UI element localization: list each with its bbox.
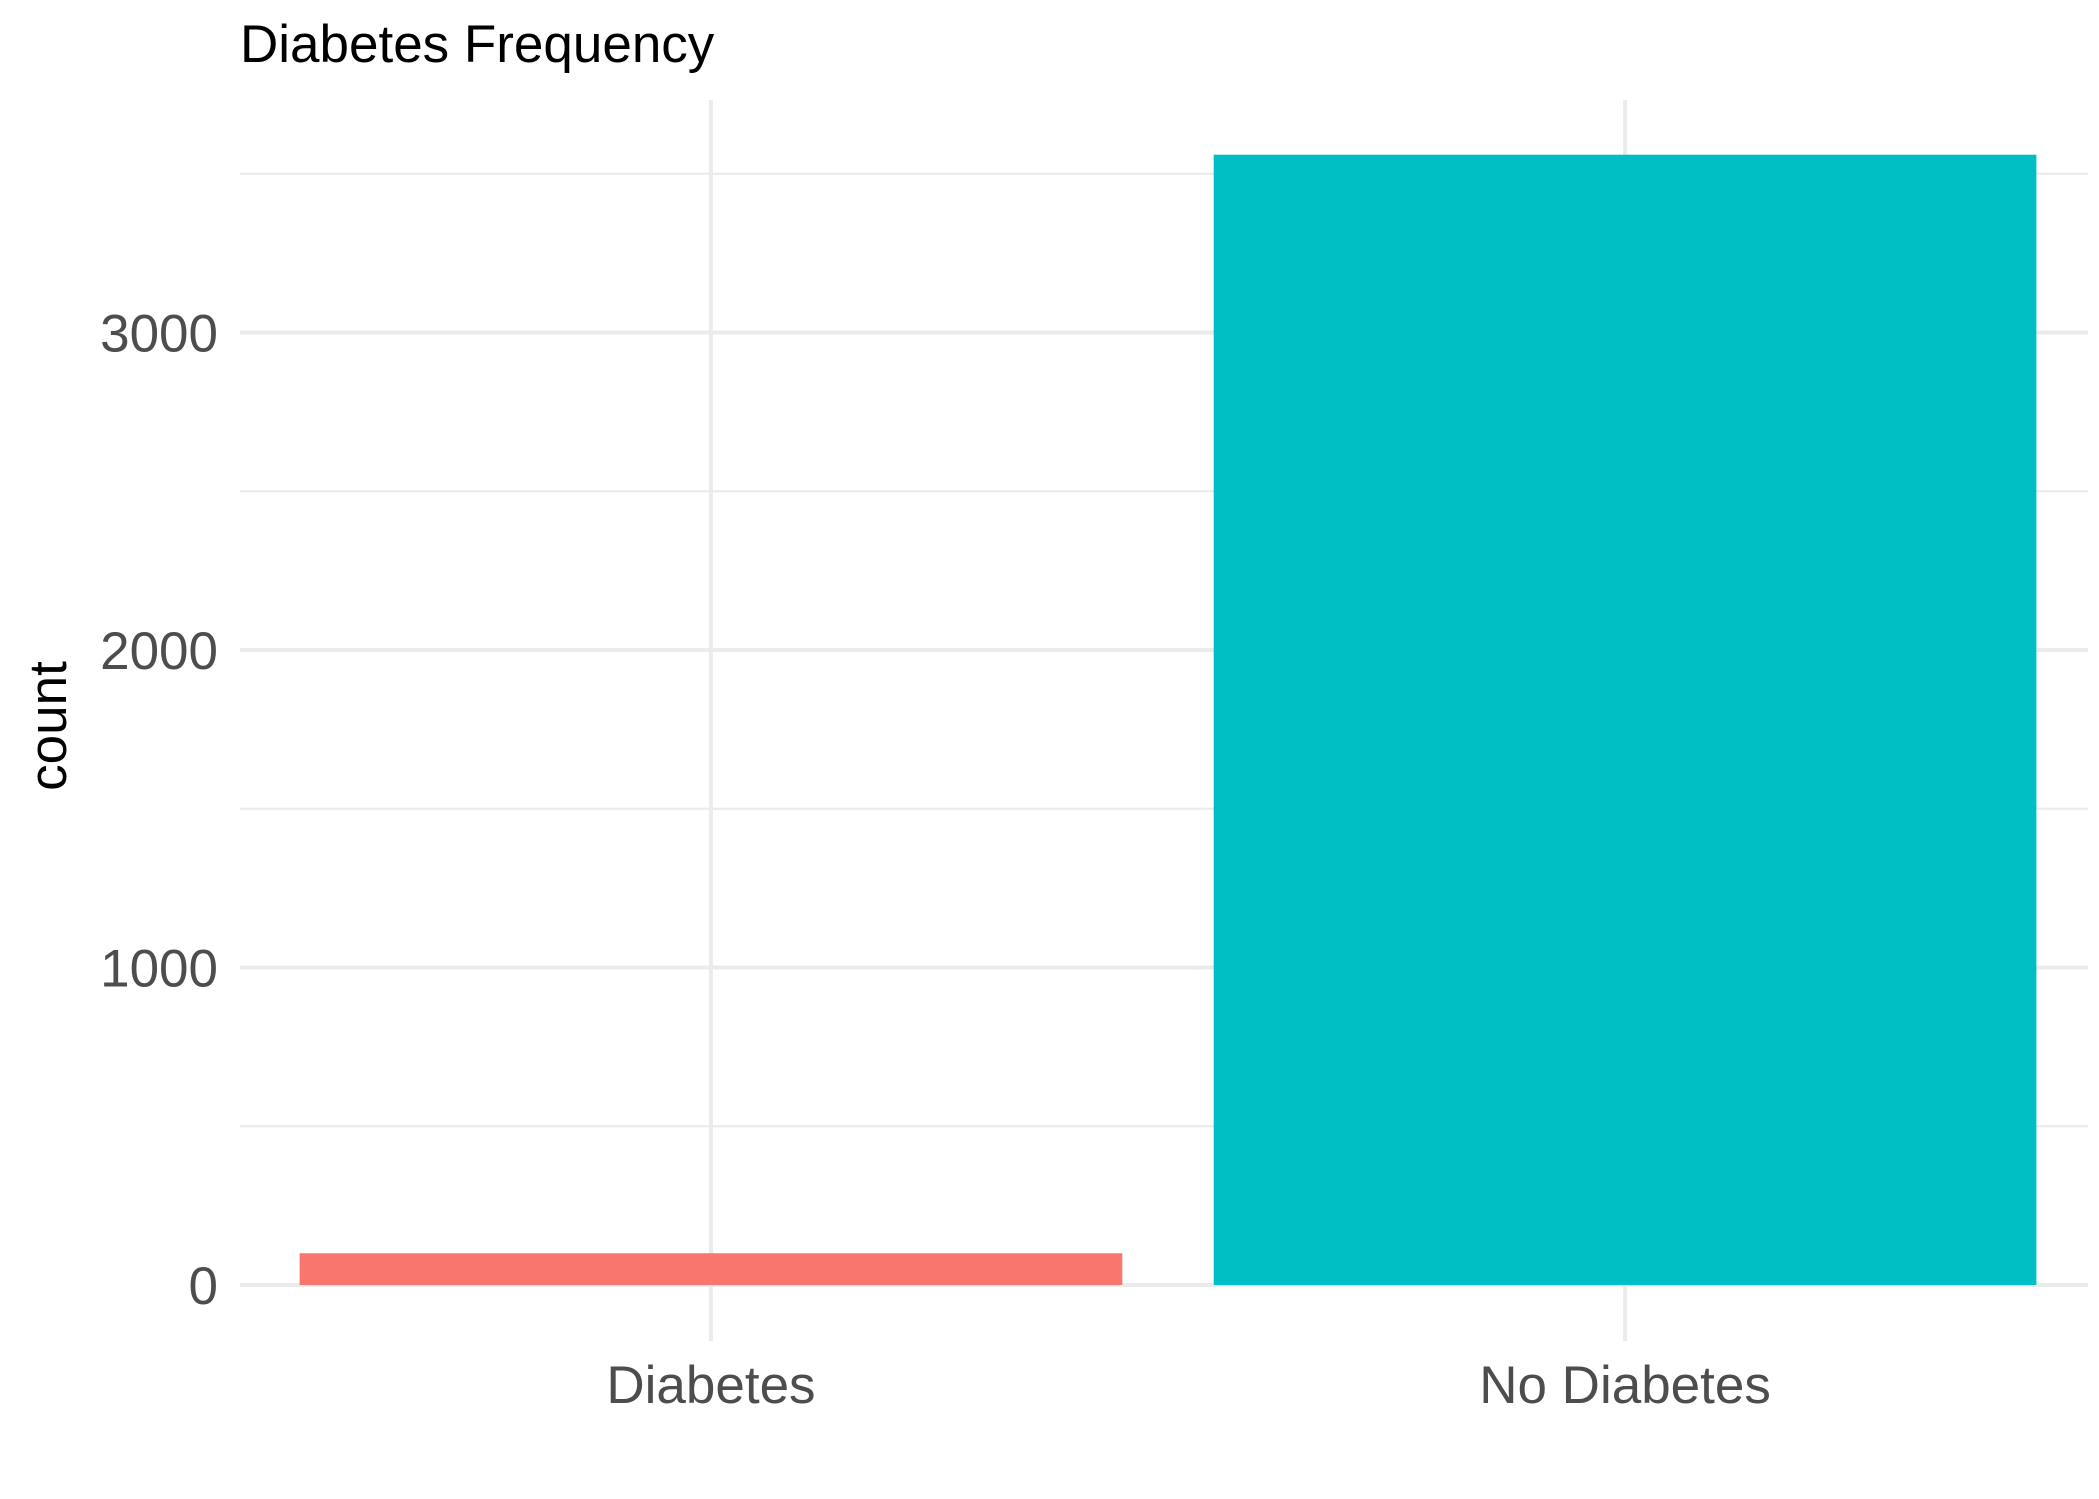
- bar-no-diabetes: [1213, 154, 2037, 1286]
- x-tick-label: No Diabetes: [1479, 1356, 1771, 1415]
- y-tick-label: 3000: [100, 305, 218, 364]
- axis-labels: 0 1000 2000 3000 Diabetes No Diabetes: [100, 305, 1771, 1416]
- chart-title: Diabetes Frequency: [240, 15, 715, 74]
- y-tick-label: 0: [189, 1257, 218, 1316]
- y-tick-label: 1000: [100, 940, 218, 999]
- bars: [299, 154, 2037, 1286]
- y-tick-label: 2000: [100, 622, 218, 681]
- x-tick-label: Diabetes: [606, 1356, 815, 1415]
- y-axis-title: count: [19, 661, 78, 791]
- bar-diabetes: [299, 1253, 1123, 1285]
